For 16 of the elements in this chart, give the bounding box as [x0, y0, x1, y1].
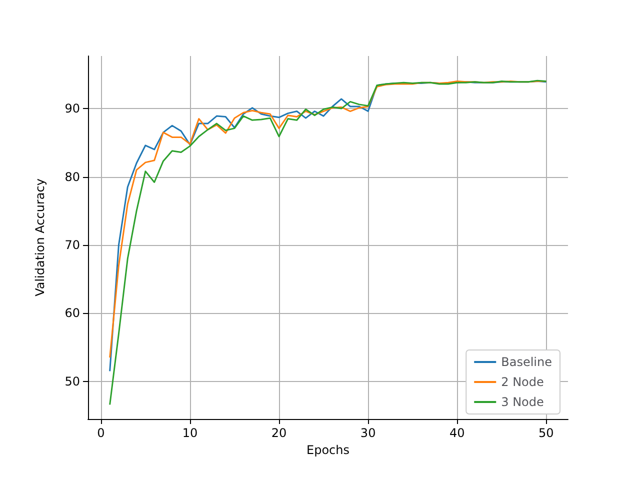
y-tick-label: 70	[64, 238, 80, 252]
y-axis-title: Validation Accuracy	[33, 178, 47, 296]
x-tick-label: 0	[97, 426, 105, 440]
y-tick-label: 90	[64, 102, 80, 116]
legend-label: 2 Node	[501, 375, 544, 389]
x-axis-title: Epochs	[306, 442, 350, 457]
x-tick-label: 30	[360, 426, 376, 440]
x-tick-label: 50	[538, 426, 554, 440]
legend-label: Baseline	[501, 355, 552, 369]
y-tick-label: 50	[64, 374, 80, 388]
y-tick-label: 80	[64, 170, 80, 184]
x-tick-label: 10	[182, 426, 198, 440]
y-tick-label: 60	[64, 306, 80, 320]
x-tick-label: 20	[271, 426, 287, 440]
legend-label: 3 Node	[501, 395, 544, 409]
x-tick-label: 40	[449, 426, 465, 440]
